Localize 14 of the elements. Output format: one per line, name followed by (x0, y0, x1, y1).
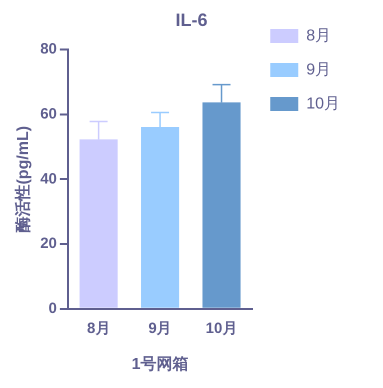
y-tick-label: 80 (40, 40, 57, 58)
y-tick-label: 0 (48, 300, 57, 317)
y-tick-label: 20 (40, 235, 57, 252)
x-axis-title: 1号网箱 (132, 354, 189, 373)
y-tick-label: 60 (40, 106, 57, 123)
legend-label: 10月 (306, 95, 340, 112)
legend-label: 8月 (306, 27, 332, 44)
x-tick-label: 10月 (206, 320, 238, 337)
chart-title: IL-6 (175, 10, 208, 30)
y-axis-title: 酶活性(pg/mL) (14, 126, 32, 233)
y-tick-label: 40 (40, 170, 57, 188)
x-tick-label: 9月 (148, 320, 172, 337)
x-tick-label: 8月 (86, 320, 110, 337)
legend-label: 9月 (306, 61, 332, 78)
